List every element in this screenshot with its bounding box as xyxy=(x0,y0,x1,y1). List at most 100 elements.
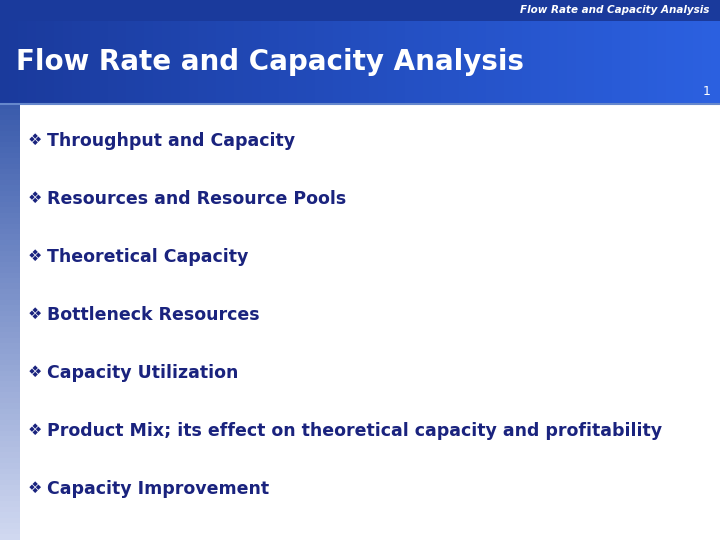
Bar xyxy=(0,300,20,306)
Bar xyxy=(0,485,20,491)
Bar xyxy=(0,523,20,529)
Bar xyxy=(0,403,20,409)
Bar xyxy=(0,447,20,453)
Bar xyxy=(0,354,20,360)
Bar xyxy=(0,180,20,186)
Text: ❖: ❖ xyxy=(27,133,42,148)
Bar xyxy=(45,21,55,104)
Bar xyxy=(513,21,523,104)
Bar xyxy=(0,322,20,328)
Bar xyxy=(0,164,20,170)
Bar xyxy=(0,174,20,180)
Bar xyxy=(0,213,20,219)
Bar xyxy=(0,191,20,197)
Bar xyxy=(0,453,20,458)
Bar xyxy=(594,21,603,104)
Bar xyxy=(0,207,20,213)
Bar xyxy=(675,21,685,104)
Bar xyxy=(0,376,20,382)
Bar xyxy=(0,278,20,284)
Text: 1: 1 xyxy=(703,85,711,98)
Bar xyxy=(0,441,20,448)
Bar xyxy=(0,360,20,366)
Bar xyxy=(0,349,20,355)
Bar xyxy=(0,224,20,230)
Bar xyxy=(0,169,20,175)
Text: ❖: ❖ xyxy=(27,191,42,206)
Bar xyxy=(0,289,20,295)
Bar xyxy=(99,21,109,104)
Bar xyxy=(360,21,370,104)
Bar xyxy=(0,185,20,191)
Bar xyxy=(0,273,20,279)
Bar xyxy=(504,21,513,104)
Text: Capacity Improvement: Capacity Improvement xyxy=(47,480,269,498)
Bar xyxy=(117,21,127,104)
Bar xyxy=(0,120,20,126)
Bar xyxy=(0,109,20,115)
Bar xyxy=(36,21,46,104)
Text: Flow Rate and Capacity Analysis: Flow Rate and Capacity Analysis xyxy=(520,5,709,15)
Bar xyxy=(621,21,631,104)
Bar xyxy=(0,125,20,131)
Bar xyxy=(468,21,478,104)
Bar xyxy=(216,21,226,104)
Bar xyxy=(18,21,28,104)
Bar xyxy=(576,21,585,104)
Bar xyxy=(0,398,20,404)
Bar xyxy=(558,21,567,104)
Bar xyxy=(0,202,20,208)
Bar xyxy=(153,21,163,104)
Bar xyxy=(135,21,145,104)
Bar xyxy=(342,21,352,104)
Bar xyxy=(0,534,20,540)
Bar xyxy=(0,496,20,502)
Bar xyxy=(270,21,280,104)
Bar xyxy=(0,267,20,273)
Bar xyxy=(387,21,397,104)
Bar xyxy=(0,234,20,240)
Bar xyxy=(108,21,118,104)
Text: ❖: ❖ xyxy=(27,423,42,438)
Bar xyxy=(0,436,20,442)
Bar xyxy=(0,316,20,322)
Bar xyxy=(0,490,20,496)
Bar xyxy=(63,21,73,104)
Bar xyxy=(0,196,20,202)
Bar xyxy=(0,294,20,300)
Bar xyxy=(90,21,99,104)
Bar xyxy=(225,21,235,104)
Bar xyxy=(0,114,20,120)
Bar xyxy=(441,21,451,104)
Bar xyxy=(0,310,20,316)
Bar xyxy=(432,21,441,104)
Bar xyxy=(27,21,37,104)
Bar xyxy=(0,480,20,485)
Bar xyxy=(0,245,20,251)
Bar xyxy=(369,21,379,104)
Bar xyxy=(396,21,406,104)
Bar xyxy=(0,240,20,246)
Bar xyxy=(54,21,63,104)
Text: ❖: ❖ xyxy=(27,481,42,496)
Bar xyxy=(198,21,208,104)
Bar xyxy=(0,469,20,475)
Bar xyxy=(486,21,496,104)
Bar xyxy=(0,104,720,540)
Bar xyxy=(378,21,387,104)
Text: Flow Rate and Capacity Analysis: Flow Rate and Capacity Analysis xyxy=(16,49,524,76)
Bar xyxy=(162,21,172,104)
Bar xyxy=(0,474,20,480)
Bar xyxy=(0,414,20,420)
Bar xyxy=(297,21,307,104)
Bar xyxy=(0,343,20,349)
Bar xyxy=(0,284,20,289)
Bar xyxy=(0,131,20,137)
Bar xyxy=(126,21,135,104)
Bar xyxy=(9,21,19,104)
Bar xyxy=(0,21,10,104)
Bar xyxy=(0,305,20,311)
Bar xyxy=(0,409,20,415)
Text: ❖: ❖ xyxy=(27,365,42,380)
Text: Resources and Resource Pools: Resources and Resource Pools xyxy=(47,190,346,208)
